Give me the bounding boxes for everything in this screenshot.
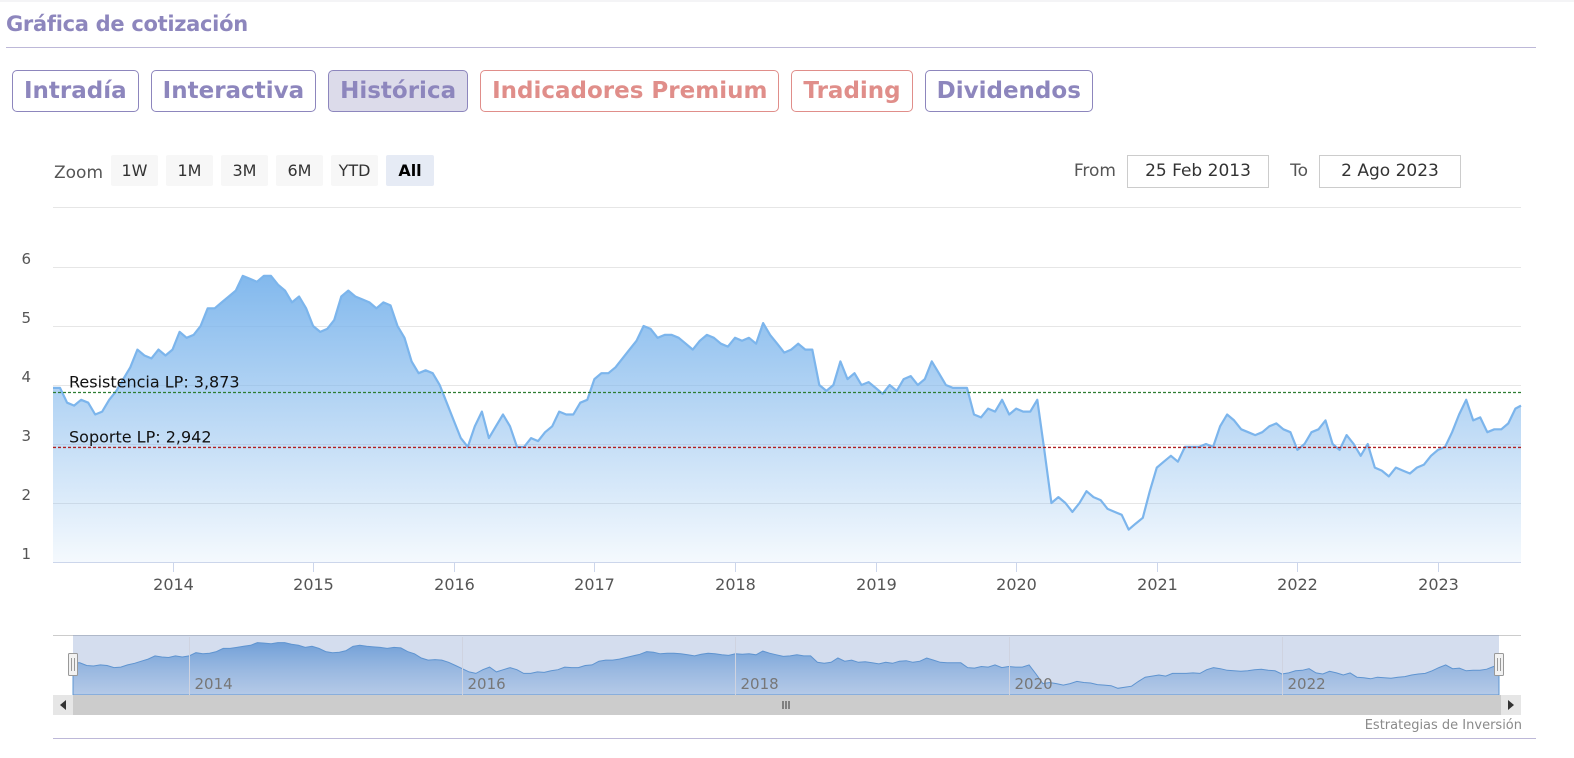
scroll-right-arrow-icon[interactable] bbox=[1501, 695, 1521, 715]
tab-interactiva[interactable]: Interactiva bbox=[150, 70, 317, 112]
x-tick-label: 2015 bbox=[293, 575, 334, 594]
x-tick-label: 2022 bbox=[1277, 575, 1318, 594]
from-label: From bbox=[1074, 161, 1116, 181]
chart-tabs: Intradía Interactiva Histórica Indicador… bbox=[12, 70, 1093, 112]
navigator[interactable]: 2014 2016 2018 2020 2022 bbox=[53, 635, 1521, 696]
price-line bbox=[53, 274, 1522, 531]
navigator-series bbox=[72, 642, 1500, 696]
tab-dividendos[interactable]: Dividendos bbox=[924, 70, 1093, 112]
zoom-button-ytd[interactable]: YTD bbox=[331, 155, 378, 186]
x-tick-label: 2021 bbox=[1137, 575, 1178, 594]
scrollbar-thumb[interactable] bbox=[73, 695, 1501, 715]
chart-credit[interactable]: Estrategias de Inversión bbox=[1364, 718, 1522, 733]
range-selector: Zoom 1W 1M 3M 6M YTD bbox=[54, 155, 1461, 188]
y-tick-label: 5 bbox=[21, 309, 31, 327]
navigator-handle-left[interactable] bbox=[68, 653, 78, 676]
zoom-all-label: All bbox=[398, 161, 421, 180]
zoom-1m-label: 1M bbox=[178, 161, 202, 180]
to-label: To bbox=[1289, 161, 1308, 181]
tab-intradia[interactable]: Intradía bbox=[12, 70, 139, 112]
to-date-value: 2 Ago 2023 bbox=[1341, 161, 1439, 181]
zoom-button-1m[interactable]: 1M bbox=[166, 155, 213, 186]
y-tick-label: 2 bbox=[21, 486, 31, 504]
scrollbar-grip-icon bbox=[782, 701, 790, 709]
navigator-mask bbox=[73, 635, 1499, 695]
x-tick-label: 2020 bbox=[996, 575, 1037, 594]
resistance-label: Resistencia LP: 3,873 bbox=[69, 372, 240, 391]
scroll-left-arrow-icon[interactable] bbox=[53, 695, 73, 715]
navigator-tick-label: 2014 bbox=[195, 675, 233, 693]
y-tick-label: 6 bbox=[21, 250, 31, 268]
tab-trading[interactable]: Trading bbox=[791, 70, 913, 112]
price-area bbox=[53, 275, 1521, 562]
zoom-1w-label: 1W bbox=[122, 161, 148, 180]
tab-indicadores-premium[interactable]: Indicadores Premium bbox=[480, 70, 780, 112]
x-tick-label: 2023 bbox=[1418, 575, 1459, 594]
navigator-tick-label: 2022 bbox=[1288, 675, 1326, 693]
y-tick-label: 1 bbox=[21, 545, 31, 563]
from-date-input[interactable]: 25 Feb 2013 bbox=[1127, 155, 1269, 188]
support-label: Soporte LP: 2,942 bbox=[69, 427, 212, 446]
stock-chart: Zoom 1W 1M 3M 6M YTD bbox=[0, 140, 1574, 753]
x-tick-label: 2016 bbox=[434, 575, 475, 594]
zoom-button-all[interactable]: All bbox=[386, 155, 434, 186]
zoom-button-1w[interactable]: 1W bbox=[111, 155, 158, 186]
x-tick-label: 2017 bbox=[574, 575, 615, 594]
chart-svg: Zoom 1W 1M 3M 6M YTD bbox=[21, 155, 1522, 715]
zoom-button-3m[interactable]: 3M bbox=[221, 155, 268, 186]
tab-historica[interactable]: Histórica bbox=[328, 70, 469, 112]
zoom-label: Zoom bbox=[54, 163, 103, 183]
title-divider bbox=[6, 47, 1536, 48]
x-axis: 2014 2015 2016 2017 2018 2019 2020 2021 2022 2023 bbox=[153, 562, 1459, 594]
zoom-ytd-label: YTD bbox=[338, 161, 371, 180]
zoom-3m-label: 3M bbox=[233, 161, 257, 180]
zoom-button-6m[interactable]: 6M bbox=[276, 155, 323, 186]
support-resistance-lines: Resistencia LP: 3,873 Soporte LP: 2,942 bbox=[53, 372, 1521, 449]
x-tick-label: 2014 bbox=[153, 575, 194, 594]
to-date-input[interactable]: 2 Ago 2023 bbox=[1319, 155, 1461, 188]
top-divider bbox=[0, 0, 1574, 2]
x-tick-label: 2018 bbox=[715, 575, 756, 594]
scrollbar[interactable] bbox=[53, 695, 1521, 715]
navigator-tick-label: 2020 bbox=[1015, 675, 1053, 693]
navigator-tick-label: 2016 bbox=[468, 675, 506, 693]
navigator-labels: 2014 2016 2018 2020 2022 bbox=[189, 637, 1326, 695]
bottom-divider bbox=[53, 738, 1536, 739]
y-axis: 1 2 3 4 5 6 bbox=[21, 250, 31, 563]
navigator-handle-right[interactable] bbox=[1494, 653, 1504, 676]
from-date-value: 25 Feb 2013 bbox=[1145, 161, 1251, 181]
y-tick-label: 4 bbox=[21, 368, 31, 386]
y-tick-label: 3 bbox=[21, 427, 31, 445]
navigator-tick-label: 2018 bbox=[741, 675, 779, 693]
page-title: Gráfica de cotización bbox=[6, 12, 248, 36]
x-tick-label: 2019 bbox=[856, 575, 897, 594]
zoom-6m-label: 6M bbox=[288, 161, 312, 180]
